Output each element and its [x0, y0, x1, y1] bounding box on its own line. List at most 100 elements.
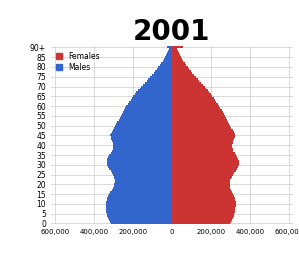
Bar: [172, 195, 234, 197]
Bar: [166, 54, 172, 56]
Bar: [172, 105, 219, 107]
Bar: [132, 97, 172, 99]
Bar: [113, 142, 172, 144]
Bar: [172, 142, 233, 144]
Bar: [172, 136, 235, 138]
Bar: [172, 76, 196, 78]
Bar: [138, 90, 172, 91]
Bar: [112, 189, 172, 191]
Bar: [106, 207, 172, 209]
Bar: [172, 52, 179, 54]
Bar: [172, 50, 178, 52]
Bar: [172, 162, 239, 164]
Bar: [113, 187, 172, 189]
Bar: [119, 119, 172, 121]
Bar: [107, 197, 172, 199]
Bar: [172, 72, 193, 74]
Bar: [111, 133, 172, 134]
Bar: [172, 70, 191, 72]
Bar: [172, 87, 206, 90]
Bar: [143, 84, 172, 86]
Bar: [150, 76, 172, 78]
Bar: [172, 150, 234, 152]
Bar: [111, 138, 172, 140]
Bar: [113, 144, 172, 146]
Bar: [172, 181, 230, 183]
Bar: [172, 213, 234, 215]
Bar: [161, 62, 172, 64]
Bar: [111, 170, 172, 172]
Bar: [141, 86, 172, 87]
Bar: [172, 144, 232, 146]
Bar: [109, 168, 172, 170]
Bar: [112, 131, 172, 133]
Bar: [112, 172, 172, 174]
Bar: [172, 115, 225, 117]
Bar: [114, 183, 172, 185]
Bar: [172, 64, 186, 66]
Bar: [109, 219, 172, 221]
Bar: [172, 109, 222, 111]
Bar: [172, 121, 228, 123]
Bar: [109, 154, 172, 156]
Bar: [135, 93, 172, 95]
Bar: [172, 146, 232, 148]
Bar: [172, 154, 236, 156]
Bar: [157, 68, 172, 70]
Bar: [113, 128, 172, 131]
Bar: [167, 46, 172, 49]
Bar: [172, 207, 235, 209]
Bar: [168, 50, 172, 52]
Bar: [172, 148, 233, 150]
Bar: [106, 203, 172, 205]
Bar: [108, 156, 172, 158]
Bar: [172, 199, 235, 201]
Bar: [165, 56, 172, 58]
Bar: [172, 97, 214, 99]
Bar: [172, 95, 212, 97]
Bar: [148, 78, 172, 80]
Bar: [172, 125, 230, 127]
Bar: [128, 103, 172, 105]
Bar: [172, 197, 235, 199]
Bar: [172, 66, 188, 68]
Bar: [123, 111, 172, 113]
Bar: [172, 189, 231, 191]
Bar: [140, 87, 172, 90]
Bar: [167, 52, 172, 54]
Bar: [163, 60, 172, 62]
Bar: [160, 64, 172, 66]
Bar: [109, 193, 172, 195]
Bar: [124, 109, 172, 111]
Bar: [111, 152, 172, 154]
Bar: [172, 160, 239, 162]
Bar: [110, 191, 172, 193]
Bar: [107, 158, 172, 160]
Bar: [172, 178, 231, 180]
Bar: [172, 138, 234, 140]
Bar: [110, 221, 172, 222]
Bar: [172, 221, 231, 222]
Bar: [172, 78, 198, 80]
Bar: [172, 187, 230, 189]
Bar: [172, 211, 235, 213]
Bar: [114, 178, 172, 180]
Bar: [172, 49, 177, 50]
Bar: [114, 175, 172, 178]
Bar: [133, 95, 172, 97]
Bar: [172, 58, 182, 60]
Bar: [155, 70, 172, 72]
Bar: [172, 99, 215, 101]
Bar: [172, 180, 230, 181]
Bar: [172, 117, 226, 119]
Bar: [172, 123, 229, 125]
Bar: [112, 140, 172, 142]
Bar: [172, 185, 230, 187]
Bar: [106, 211, 172, 213]
Bar: [111, 136, 172, 138]
Bar: [169, 49, 172, 50]
Bar: [126, 105, 172, 107]
Bar: [129, 101, 172, 103]
Bar: [172, 74, 194, 76]
Bar: [115, 125, 172, 127]
